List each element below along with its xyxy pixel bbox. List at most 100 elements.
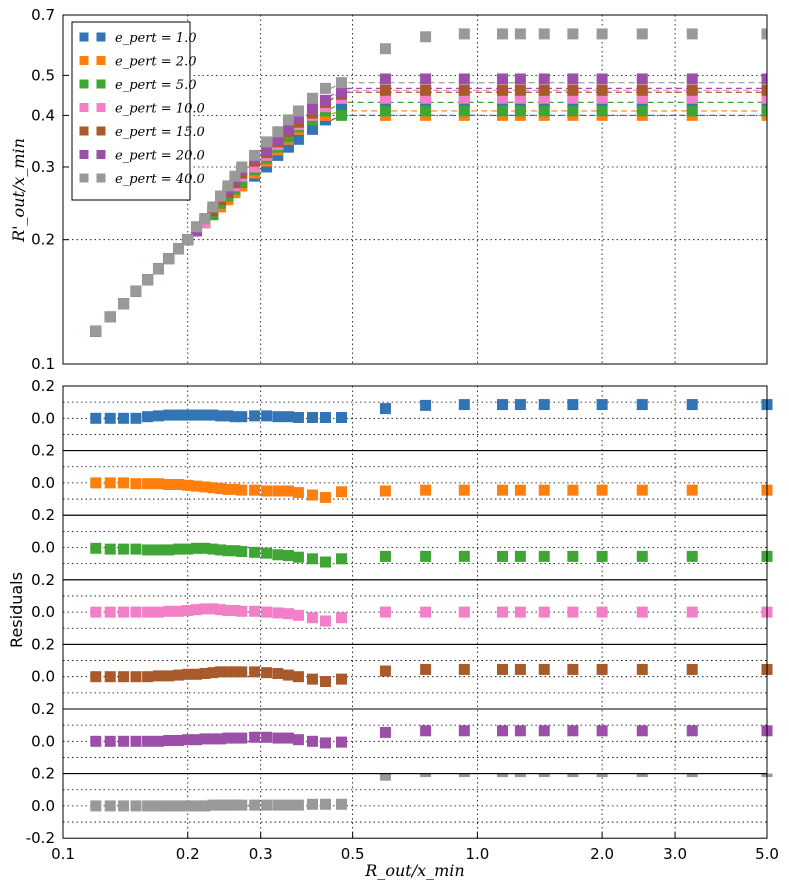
residual-point — [90, 606, 102, 618]
residual-tick-label: 0.2 — [31, 442, 55, 460]
residual-point — [199, 800, 211, 812]
residual-point — [420, 484, 432, 496]
legend-marker — [79, 150, 89, 159]
residual-point — [379, 606, 391, 618]
residual-point — [222, 604, 234, 616]
data-point — [249, 161, 261, 173]
residual-point — [199, 667, 211, 679]
residual-point — [306, 411, 318, 423]
residual-point — [199, 409, 211, 421]
residual-point — [215, 604, 227, 616]
residual-point — [335, 612, 347, 624]
data-point — [261, 136, 273, 148]
residual-point — [272, 549, 284, 561]
data-point — [636, 73, 648, 85]
residual-point — [319, 491, 331, 503]
data-point — [236, 161, 248, 173]
data-markers — [90, 28, 773, 812]
data-point — [282, 114, 294, 126]
residual-point — [379, 665, 391, 677]
residual-tick-label: 0.2 — [31, 765, 55, 783]
data-point — [497, 84, 509, 96]
data-point — [596, 73, 608, 85]
residual-point — [272, 607, 284, 619]
residual-point — [514, 550, 526, 562]
residual-point — [207, 409, 219, 421]
residual-point — [191, 542, 203, 554]
data-point — [199, 213, 211, 225]
residual-point — [191, 800, 203, 812]
residual-point — [272, 667, 284, 679]
data-point — [379, 84, 391, 96]
data-point — [130, 285, 142, 297]
residual-point — [222, 483, 234, 495]
residual-point — [567, 484, 579, 496]
data-point — [292, 112, 304, 124]
y-tick-label: 0.7 — [31, 6, 55, 24]
data-point — [335, 86, 347, 98]
data-point — [118, 298, 130, 310]
legend-label: e_pert = 1.0 — [115, 31, 196, 46]
residual-point — [163, 479, 175, 491]
residual-point — [207, 733, 219, 745]
data-point — [420, 92, 432, 104]
data-point — [686, 73, 698, 85]
residual-point — [420, 399, 432, 411]
residual-point — [142, 800, 154, 812]
residual-point — [282, 669, 294, 681]
residual-point — [182, 543, 194, 555]
data-point — [538, 28, 550, 40]
x-tick-label: 0.1 — [51, 845, 75, 863]
legend-box — [71, 21, 191, 201]
x-tick-label: 0.5 — [341, 845, 365, 863]
residual-point — [458, 773, 470, 778]
residual-point — [306, 553, 318, 565]
data-point — [282, 123, 294, 135]
residual-point — [104, 800, 116, 812]
residual-point — [236, 605, 248, 617]
data-point — [686, 105, 698, 117]
data-point — [306, 103, 318, 115]
residual-point — [182, 604, 194, 616]
residual-panel-frame — [62, 773, 768, 839]
residual-point — [292, 411, 304, 423]
residual-point — [236, 411, 248, 423]
residual-point — [292, 487, 304, 499]
data-point — [335, 101, 347, 113]
panel-frames — [62, 14, 768, 839]
residual-point — [249, 666, 261, 678]
residual-point — [261, 731, 273, 743]
data-point — [152, 263, 164, 275]
residual-point — [222, 545, 234, 557]
residual-point — [567, 725, 579, 737]
legend-marker — [96, 56, 106, 65]
legend-marker — [96, 150, 106, 159]
data-point — [686, 28, 698, 40]
residual-point — [130, 735, 142, 747]
data-point — [420, 105, 432, 117]
residual-point — [686, 484, 698, 496]
residual-point — [90, 735, 102, 747]
residual-point — [636, 663, 648, 675]
data-point — [567, 105, 579, 117]
residual-point — [182, 479, 194, 491]
legend-label: e_pert = 15.0 — [115, 125, 205, 140]
data-point — [379, 43, 391, 55]
residual-tick-label: 0.2 — [31, 506, 55, 524]
residual-point — [249, 484, 261, 496]
legend-marker — [96, 126, 106, 136]
residual-point — [104, 606, 116, 618]
residual-point — [130, 671, 142, 683]
data-point — [319, 82, 331, 94]
legend-label: e_pert = 2.0 — [115, 55, 196, 70]
data-point — [636, 105, 648, 117]
residual-point — [282, 411, 294, 423]
residual-point — [420, 773, 432, 778]
residual-point — [207, 543, 219, 555]
residual-point — [163, 605, 175, 617]
residual-point — [319, 676, 331, 688]
data-point — [567, 84, 579, 96]
data-point — [514, 84, 526, 96]
residual-point — [636, 550, 648, 562]
residual-tick-label: 0.0 — [31, 474, 55, 492]
